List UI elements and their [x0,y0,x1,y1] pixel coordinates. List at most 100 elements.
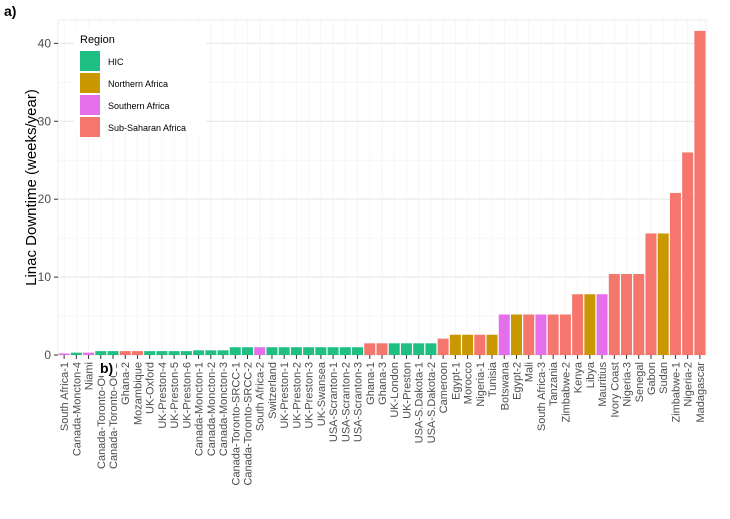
bar [266,347,278,355]
x-tick-label: UK-Preston-2 [291,362,303,429]
bar [682,152,694,355]
bar [400,343,412,355]
y-tick-label: 10 [38,270,52,284]
bar [168,351,180,355]
bar [437,338,449,355]
y-axis: 0 10 20 30 40 [38,36,58,362]
x-tick-label: Morocco [463,362,475,404]
bar [119,351,131,355]
bar [180,351,192,355]
x-tick-label: Canada-Toronto-OCC [108,362,120,469]
x-tick-label: UK-London [389,362,401,418]
x-tick-label: Canada-Moncton-4 [71,362,83,456]
x-tick-label: UK-Preston-5 [169,362,181,429]
bar [645,233,657,355]
x-tick-label: UK-Preston-4 [157,362,169,429]
bar [376,343,388,355]
x-tick-label: UK-Preston-1 [279,362,291,429]
x-tick-label: South Africa-2 [255,362,267,431]
bar [523,314,535,355]
bar [229,347,241,355]
legend-title: Region [80,34,115,46]
x-tick-label: USA-Scranton-3 [353,362,365,442]
x-tick-label: Zimbabwe-1 [670,362,682,423]
x-tick-label: USA-Scranton-1 [328,362,340,442]
legend-entry-label: HIC [108,57,124,67]
x-tick-label: Mauritius [597,362,609,407]
y-tick-label: 20 [38,192,52,206]
bar [364,343,376,355]
x-tick-label: UK-Preston [401,362,413,419]
legend-swatch [80,51,100,71]
bar [425,343,437,355]
bar [290,347,302,355]
bar [83,352,95,355]
x-tick-label: USA-S.Dakota-2 [426,362,438,443]
bar [131,351,143,355]
x-tick-label: Egypt-1 [450,362,462,400]
bar [156,351,168,355]
y-tick-label: 0 [44,348,51,362]
bar [107,351,119,355]
x-tick-label: Canada-Moncton-2 [206,362,218,456]
x-tick-label: Mali [524,362,536,382]
x-tick-label: Zimbabwe-2 [560,362,572,423]
x-tick-label: Switzerland [267,362,279,419]
legend-entry-label: Northern Africa [108,79,168,89]
bar [205,350,217,355]
bar [498,314,510,355]
bar [535,314,547,355]
legend-entry-label: Southern Africa [108,101,170,111]
bar [413,343,425,355]
x-tick-label: Gabon [646,362,658,395]
bar [633,273,645,355]
x-tick-label: Nigeria-2 [683,362,695,407]
x-tick-label: UK-Preston-3 [304,362,316,429]
bars [58,30,706,355]
x-tick-label: Tanzania [548,361,560,406]
bar [474,334,486,355]
x-tick-label: Ghana-2 [120,362,132,405]
x-tick-label: USA-S.Dakota-1 [414,362,426,443]
bar [95,351,107,355]
x-tick-label: Egypt-2 [511,362,523,400]
x-tick-label: South Africa-1 [59,362,71,431]
bar [621,273,633,355]
x-tick-label: Tunisia [487,361,499,397]
x-tick-label: Niami [84,362,96,390]
x-tick-label: South Africa-3 [536,362,548,431]
panel-label-a: a) [4,3,17,19]
bar [278,347,290,355]
bar [70,352,82,355]
x-tick-label: Nigeria-3 [622,362,634,407]
x-tick-label: UK-Swansea [316,361,328,426]
x-tick-label: Kenya [573,361,585,393]
bar [462,334,474,355]
bar [315,347,327,355]
legend: Region HIC Northern Africa Southern Africa S… [74,27,206,137]
bar [694,30,706,355]
x-tick-label: Nigeria-1 [475,362,487,407]
x-tick-label: Cameroon [438,362,450,413]
x-tick-label: Canada-Toronto-SRCC-1 [230,362,242,486]
bar [657,233,669,355]
bar [584,294,596,355]
bar [58,353,70,355]
x-tick-label: Madagascar [695,362,707,423]
bar [572,294,584,355]
x-tick-label: Ivory Coast [609,362,621,418]
x-axis: South Africa-1 Canada-Moncton-4 Niami Canad… [59,355,707,486]
panel-label-b: b) [97,360,117,376]
bar [217,350,229,355]
bar [669,192,681,355]
bar [608,273,620,355]
x-tick-label: Canada-Toronto-SRCC-2 [243,362,255,486]
x-tick-label: Canada-Moncton-3 [218,362,230,456]
legend-swatch [80,95,100,115]
y-tick-label: 40 [38,36,52,50]
x-tick-label: Ghana-3 [377,362,389,405]
legend-entry-label: Sub-Saharan Africa [108,123,186,133]
y-axis-label: Linac Downtime (weeks/year) [23,89,40,286]
bar [327,347,339,355]
